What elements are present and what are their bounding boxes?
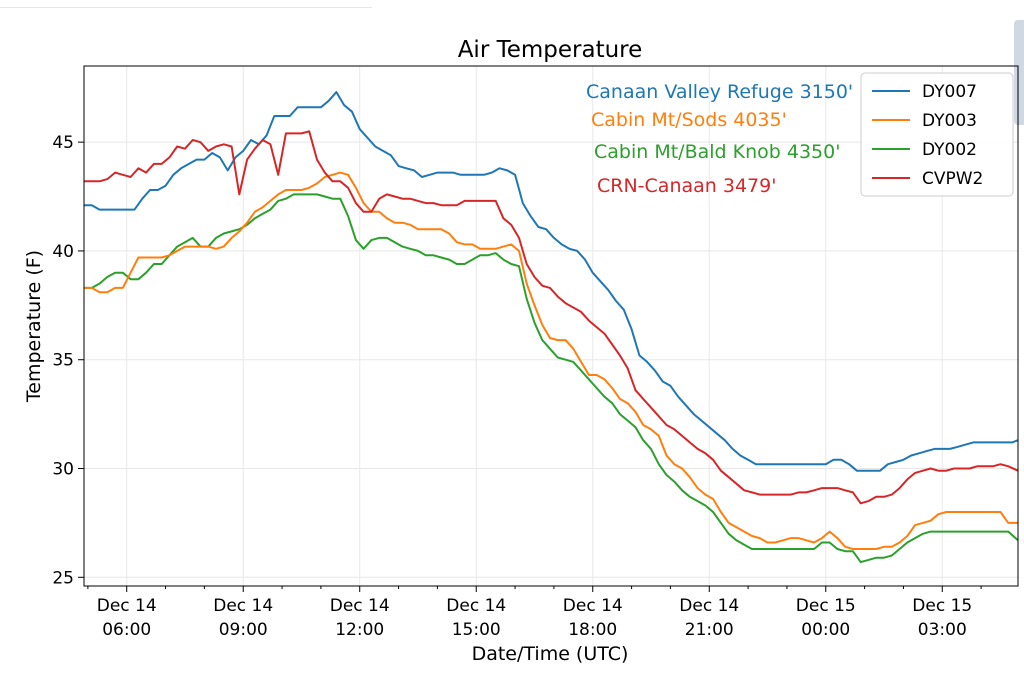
y-tick-label: 45 bbox=[52, 133, 74, 153]
x-tick-label-time: 00:00 bbox=[801, 620, 850, 640]
station-annotation: Cabin Mt/Bald Knob 4350' bbox=[594, 141, 840, 163]
legend-box bbox=[860, 72, 1014, 197]
x-tick-label-time: 03:00 bbox=[918, 620, 967, 640]
x-tick-label-time: 09:00 bbox=[219, 620, 268, 640]
x-tick-label-time: 06:00 bbox=[102, 620, 151, 640]
series-line-dy002 bbox=[84, 193, 1019, 564]
x-tick-label-time: 21:00 bbox=[685, 620, 734, 640]
y-tick-label: 30 bbox=[52, 460, 74, 480]
y-axis-label: Temperature (F) bbox=[23, 250, 45, 403]
x-tick-label-time: 15:00 bbox=[452, 620, 501, 640]
legend-label: CVPW2 bbox=[922, 169, 983, 189]
chart-title: Air Temperature bbox=[458, 37, 643, 63]
x-tick-label-date: Dec 14 bbox=[330, 596, 390, 616]
plot-frame bbox=[83, 65, 1019, 587]
x-tick-label-date: Dec 14 bbox=[446, 596, 506, 616]
station-annotation: CRN-Canaan 3479' bbox=[597, 175, 776, 197]
x-tick-label-date: Dec 15 bbox=[912, 596, 972, 616]
y-tick-label: 40 bbox=[52, 242, 74, 262]
x-tick-label-date: Dec 15 bbox=[796, 596, 856, 616]
series-line-dy003 bbox=[84, 171, 1018, 550]
series-line-dy007 bbox=[84, 91, 1019, 472]
series-line-cvpw2 bbox=[84, 130, 1019, 505]
station-annotation: Canaan Valley Refuge 3150' bbox=[586, 81, 853, 103]
legend-label: DY007 bbox=[922, 82, 977, 102]
x-axis-label: Date/Time (UTC) bbox=[472, 643, 629, 665]
y-tick-label: 35 bbox=[52, 351, 74, 371]
legend-label: DY002 bbox=[922, 140, 977, 160]
x-tick-label-time: 12:00 bbox=[335, 620, 384, 640]
side-scroll-tab[interactable] bbox=[1014, 20, 1024, 125]
series-layer bbox=[84, 91, 1019, 564]
annotation-layer: Canaan Valley Refuge 3150' Cabin Mt/Sods … bbox=[586, 81, 853, 197]
tick-layer: Dec 14 06:00 Dec 14 09:00 Dec 14 12:00 Dec 14 1… bbox=[52, 133, 982, 640]
legend: DY007 DY003 DY002 CVPW2 bbox=[860, 72, 1014, 197]
station-annotation: Cabin Mt/Sods 4035' bbox=[591, 109, 787, 131]
x-tick-label-date: Dec 14 bbox=[563, 596, 623, 616]
x-tick-label-date: Dec 14 bbox=[213, 596, 273, 616]
x-tick-label-time: 18:00 bbox=[568, 620, 617, 640]
top-divider bbox=[0, 7, 372, 8]
y-tick-label: 25 bbox=[52, 568, 74, 588]
legend-label: DY003 bbox=[922, 111, 977, 131]
x-tick-label-date: Dec 14 bbox=[679, 596, 739, 616]
x-tick-label-date: Dec 14 bbox=[97, 596, 157, 616]
